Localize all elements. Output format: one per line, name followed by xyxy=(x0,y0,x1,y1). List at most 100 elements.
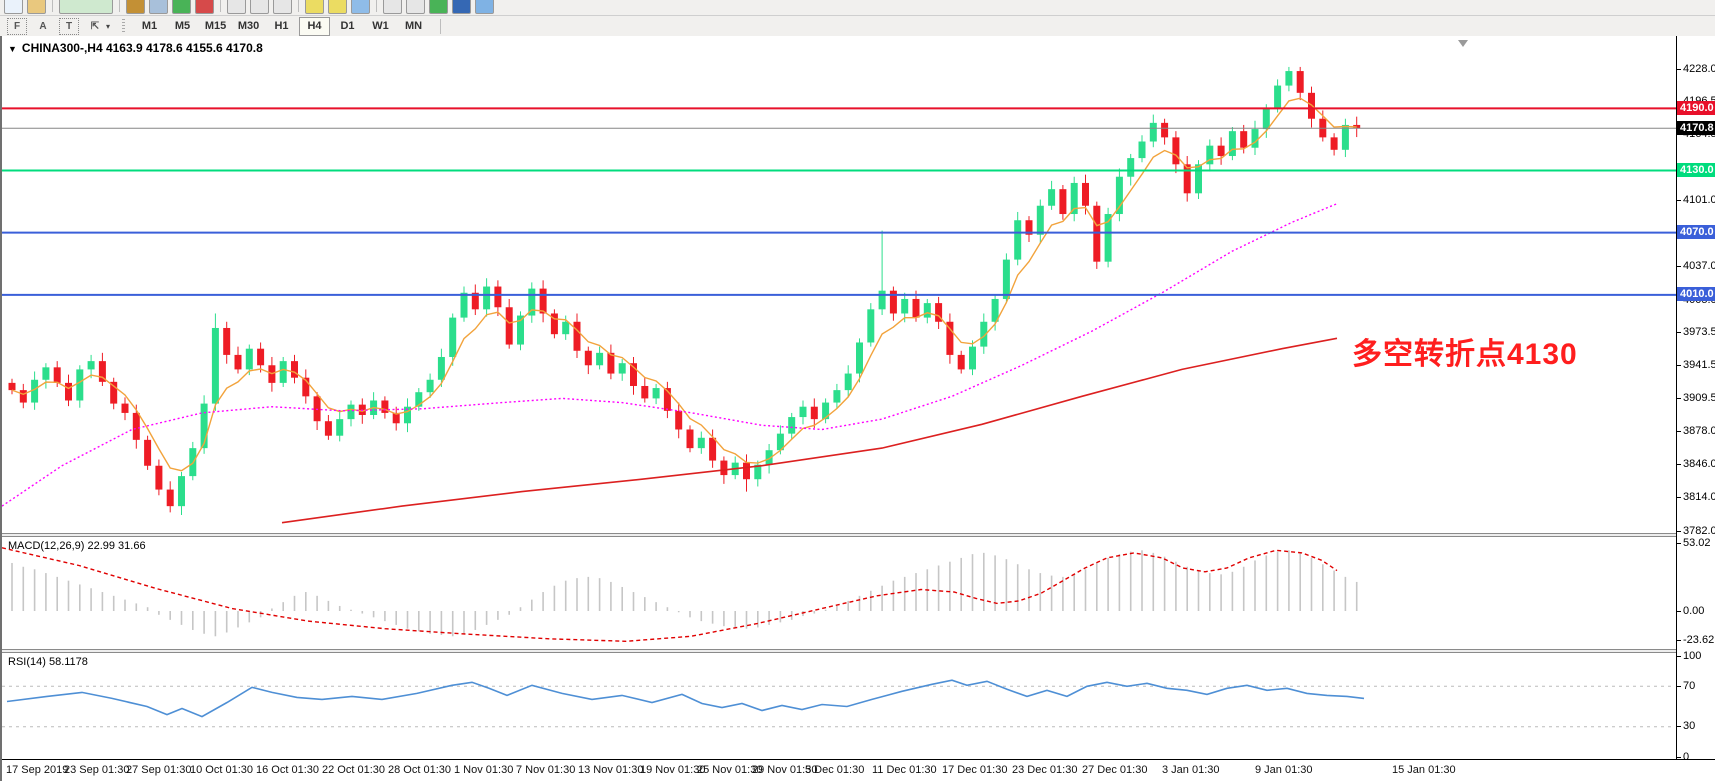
crosshair-icon[interactable] xyxy=(328,0,347,14)
arrows-icon[interactable]: ⇱ xyxy=(90,20,100,32)
new-order-icon[interactable] xyxy=(59,0,113,14)
text-icon[interactable]: A xyxy=(39,20,47,32)
price-tick-label: 3782.0 xyxy=(1683,525,1715,537)
price-tick-label: 3973.5 xyxy=(1683,326,1715,338)
autotrade-play-icon[interactable] xyxy=(172,0,191,14)
time-tick-label: 17 Dec 01:30 xyxy=(942,764,1008,776)
axis-tick-mark xyxy=(1677,69,1681,70)
axis-tick-mark xyxy=(1677,332,1681,333)
time-tick-label: 25 Nov 01:30 xyxy=(697,764,763,776)
autotrade-stop-icon[interactable] xyxy=(195,0,214,14)
rsi-tick-label: 0 xyxy=(1683,751,1690,763)
candle-chart-icon[interactable] xyxy=(250,0,269,14)
macd-indicator-label: MACD(12,26,9) 22.99 31.66 xyxy=(8,540,146,552)
price-tick-label: 3878.0 xyxy=(1683,425,1715,437)
tab-timeframe-H4[interactable]: H4 xyxy=(299,16,331,36)
macd-chart-canvas[interactable] xyxy=(2,537,1676,649)
scroll-end-marker-icon[interactable] xyxy=(1458,40,1468,47)
time-tick-label: 5 Dec 01:30 xyxy=(805,764,865,776)
symbol-ohlc-readout: CHINA300-,H4 4163.9 4178.6 4155.6 4170.8 xyxy=(21,41,263,55)
rsi-tick-label: 100 xyxy=(1683,650,1702,662)
time-tick-label: 9 Jan 01:30 xyxy=(1255,764,1313,776)
rsi-indicator-label: RSI(14) 58.1178 xyxy=(8,656,88,668)
axis-tick-mark xyxy=(1677,398,1681,399)
time-tick-label: 15 Jan 01:30 xyxy=(1392,764,1456,776)
toolbar-main xyxy=(0,0,1715,16)
new-window-icon[interactable] xyxy=(4,0,23,14)
axis-tick-mark xyxy=(1677,686,1681,687)
chart-expand-icon[interactable]: ▼ xyxy=(8,44,17,54)
tab-timeframe-M15[interactable]: M15 xyxy=(204,19,227,32)
chevron-down-icon[interactable]: ▾ xyxy=(106,21,111,31)
periods-icon[interactable] xyxy=(452,0,471,14)
tab-timeframe-D1[interactable]: D1 xyxy=(340,19,355,32)
main-chart-canvas[interactable] xyxy=(2,36,1676,533)
rsi-chart-canvas[interactable] xyxy=(2,653,1676,759)
price-line-badge: 4190.0 xyxy=(1677,101,1715,115)
tab-timeframe-H1[interactable]: H1 xyxy=(274,19,289,32)
axis-tick-mark xyxy=(1677,365,1681,366)
toolbar-separator xyxy=(52,0,53,12)
time-tick-label: 22 Oct 01:30 xyxy=(322,764,385,776)
panel-separator[interactable] xyxy=(2,533,1676,537)
templates-icon[interactable] xyxy=(351,0,370,14)
toolbar-grip[interactable] xyxy=(122,19,126,33)
axis-tick-mark xyxy=(1677,757,1681,758)
time-tick-label: 23 Dec 01:30 xyxy=(1012,764,1078,776)
bar-chart-icon[interactable] xyxy=(227,0,246,14)
toolbar-separator xyxy=(220,0,221,12)
toolbar-separator xyxy=(440,18,442,34)
axis-tick-mark xyxy=(1677,531,1681,532)
time-tick-label: 19 Nov 01:30 xyxy=(640,764,706,776)
grid-table-icon[interactable] xyxy=(475,0,494,14)
time-tick-label: 29 Nov 01:30 xyxy=(752,764,818,776)
tab-timeframe-M30[interactable]: M30 xyxy=(237,19,260,32)
price-tick-label: 4037.0 xyxy=(1683,260,1715,272)
price-tick-label: 3846.0 xyxy=(1683,458,1715,470)
chart-window-icon[interactable] xyxy=(149,0,168,14)
tab-timeframe-M1[interactable]: M1 xyxy=(141,19,158,32)
price-line-badge: 4130.0 xyxy=(1677,163,1715,177)
axis-tick-mark xyxy=(1677,200,1681,201)
zoom-out-icon[interactable] xyxy=(406,0,425,14)
zoom-in-icon[interactable] xyxy=(383,0,402,14)
fibonacci-icon[interactable]: F xyxy=(7,17,27,35)
indicators-add-icon[interactable] xyxy=(429,0,448,14)
rsi-tick-label: 70 xyxy=(1683,680,1696,692)
time-tick-label: 27 Dec 01:30 xyxy=(1082,764,1148,776)
chart-annotation-text: 多空转折点4130 xyxy=(1352,338,1578,371)
axis-tick-mark xyxy=(1677,431,1681,432)
price-line-badge: 4010.0 xyxy=(1677,287,1715,301)
toolbar-drawing-timeframes: F A T ⇱ ▾ M1 M5 M15 M30 H1 H4 D1 W1 MN xyxy=(0,16,1715,37)
axis-tick-mark xyxy=(1677,656,1681,657)
time-axis[interactable]: 17 Sep 2019 23 Sep 01:30 27 Sep 01:30 10 Oc… xyxy=(2,759,1715,781)
macd-tick-label: -23.62 xyxy=(1683,634,1715,646)
axis-tick-mark xyxy=(1677,266,1681,267)
time-tick-label: 10 Oct 01:30 xyxy=(190,764,253,776)
time-tick-label: 28 Oct 01:30 xyxy=(388,764,451,776)
chart-plot-area[interactable]: ▼ CHINA300-,H4 4163.9 4178.6 4155.6 4170.… xyxy=(2,36,1715,781)
macd-tick-label: 53.02 xyxy=(1683,537,1711,549)
time-tick-label: 17 Sep 2019 xyxy=(6,764,69,776)
price-line-badge: 4170.8 xyxy=(1677,121,1715,135)
time-tick-label: 23 Sep 01:30 xyxy=(64,764,130,776)
label-icon[interactable]: T xyxy=(59,17,79,35)
tab-timeframe-MN[interactable]: MN xyxy=(404,19,423,32)
line-chart-icon[interactable] xyxy=(273,0,292,14)
price-tick-label: 3909.5 xyxy=(1683,392,1715,404)
axis-tick-mark xyxy=(1677,464,1681,465)
time-tick-label: 13 Nov 01:30 xyxy=(578,764,644,776)
panel-separator[interactable] xyxy=(2,649,1676,653)
tab-timeframe-W1[interactable]: W1 xyxy=(372,19,389,32)
expert-advisor-icon[interactable] xyxy=(126,0,145,14)
tab-timeframe-M5[interactable]: M5 xyxy=(174,19,191,32)
rsi-tick-label: 30 xyxy=(1683,720,1696,732)
cursor-icon[interactable] xyxy=(305,0,324,14)
price-axis[interactable]: 4228.04196.54164.54101.04037.04005.03973… xyxy=(1676,36,1715,763)
axis-tick-mark xyxy=(1677,726,1681,727)
price-tick-label: 4228.0 xyxy=(1683,63,1715,75)
search-icon[interactable] xyxy=(27,0,46,14)
price-tick-label: 4101.0 xyxy=(1683,194,1715,206)
axis-tick-mark xyxy=(1677,640,1681,641)
